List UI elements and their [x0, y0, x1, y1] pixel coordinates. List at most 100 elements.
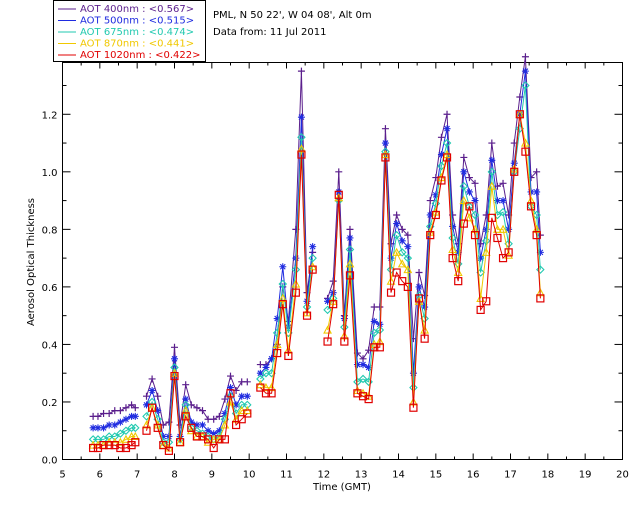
data-point-diamond	[278, 279, 288, 289]
data-point-triangle	[181, 405, 191, 415]
data-point-plus	[533, 168, 541, 176]
data-point-diamond	[181, 400, 190, 410]
data-point-diamond	[521, 81, 530, 90]
data-point-diamond	[110, 432, 120, 441]
data-point-square	[237, 415, 246, 424]
data-point-star	[128, 412, 136, 420]
data-point-square	[329, 300, 338, 309]
data-point-star	[227, 384, 234, 392]
data-point-star	[449, 222, 457, 230]
data-point-plus	[193, 404, 201, 412]
data-point-star	[409, 369, 417, 377]
data-point-star	[432, 191, 440, 199]
series-1	[89, 67, 544, 440]
x-tick-label: 17	[504, 470, 517, 481]
data-point-plus	[329, 277, 337, 285]
data-point-star	[346, 234, 354, 242]
data-point-square	[226, 389, 235, 398]
data-point-square	[532, 231, 541, 240]
data-point-diamond	[226, 391, 235, 401]
data-point-star	[268, 355, 276, 363]
date-info-text: Data from: 11 Jul 2011	[213, 27, 326, 38]
data-point-diamond	[323, 305, 332, 315]
data-point-diamond	[308, 253, 317, 263]
series-line	[260, 154, 314, 394]
x-tick-label: 10	[243, 470, 256, 481]
data-point-star	[273, 315, 281, 323]
data-point-square	[308, 265, 317, 274]
data-point-diamond	[358, 374, 368, 384]
y-tick-label: 0.2	[42, 398, 58, 409]
data-point-diamond	[498, 207, 508, 217]
data-point-star	[116, 418, 124, 426]
data-point-star	[262, 363, 270, 371]
data-point-star	[365, 363, 373, 371]
data-point-plus	[143, 392, 150, 400]
data-point-star	[533, 188, 541, 196]
data-point-square	[392, 268, 401, 277]
data-point-star	[353, 361, 361, 369]
data-point-triangle	[498, 224, 508, 233]
data-point-plus	[221, 395, 229, 403]
data-point-square	[398, 277, 407, 286]
data-point-plus	[521, 53, 529, 61]
data-point-star	[182, 395, 190, 403]
data-point-star	[111, 421, 119, 429]
data-point-diamond	[170, 363, 179, 372]
data-point-star	[460, 168, 468, 176]
x-tick-label: 16	[467, 470, 480, 481]
data-point-star	[536, 248, 544, 256]
data-point-diamond	[104, 432, 114, 441]
data-point-square	[476, 305, 485, 315]
data-point-star	[505, 225, 513, 233]
x-tick-label: 9	[209, 470, 215, 481]
data-point-plus	[171, 343, 178, 351]
data-point-star	[148, 386, 156, 394]
y-tick-label: 1.2	[42, 110, 58, 121]
data-point-square	[459, 219, 468, 228]
data-point-star	[510, 159, 518, 167]
data-point-square	[353, 389, 362, 398]
data-point-square	[431, 210, 440, 220]
x-tick-label: 13	[355, 470, 368, 481]
x-tick-label: 18	[541, 470, 554, 481]
data-point-diamond	[116, 429, 125, 438]
data-point-star	[94, 424, 102, 432]
data-point-square	[164, 446, 173, 455]
data-point-square	[93, 443, 103, 453]
data-point-star	[421, 303, 429, 311]
data-point-triangle	[272, 339, 282, 348]
data-point-square	[204, 435, 213, 444]
data-point-triangle	[487, 181, 497, 190]
series-layer	[88, 53, 545, 455]
data-point-square	[291, 288, 300, 297]
data-point-triangle	[392, 247, 402, 256]
legend-label: AOT 1020nm : <0.422>	[80, 50, 200, 61]
data-point-diamond	[93, 435, 103, 444]
data-point-star	[131, 412, 139, 420]
data-point-triangle	[459, 195, 469, 205]
axis-ticks: 5 6 7 8 9 10 11 12 13 14 15 16 17 18 19 20 0.0 0.2 0.4 0.6 0…	[42, 62, 629, 481]
data-point-square	[284, 351, 293, 361]
data-point-square	[99, 441, 108, 450]
data-point-star	[370, 317, 378, 325]
data-point-square	[465, 202, 474, 211]
data-point-diamond	[392, 230, 401, 240]
series-line	[327, 56, 541, 360]
data-point-star	[415, 283, 423, 291]
data-point-star	[404, 243, 412, 251]
data-point-square	[493, 233, 502, 243]
x-tick-label: 7	[134, 470, 140, 481]
data-point-plus	[94, 412, 102, 420]
data-point-star	[89, 424, 97, 432]
data-point-plus	[398, 225, 406, 233]
data-point-diamond	[127, 423, 136, 433]
data-point-square	[482, 297, 491, 306]
legend-box	[53, 0, 206, 62]
data-point-square	[209, 443, 218, 453]
legend-label: AOT 675nm : <0.474>	[80, 27, 194, 38]
data-point-diamond	[369, 328, 379, 338]
data-point-square	[220, 435, 229, 444]
data-point-diamond	[261, 368, 271, 378]
data-point-star	[527, 188, 535, 196]
